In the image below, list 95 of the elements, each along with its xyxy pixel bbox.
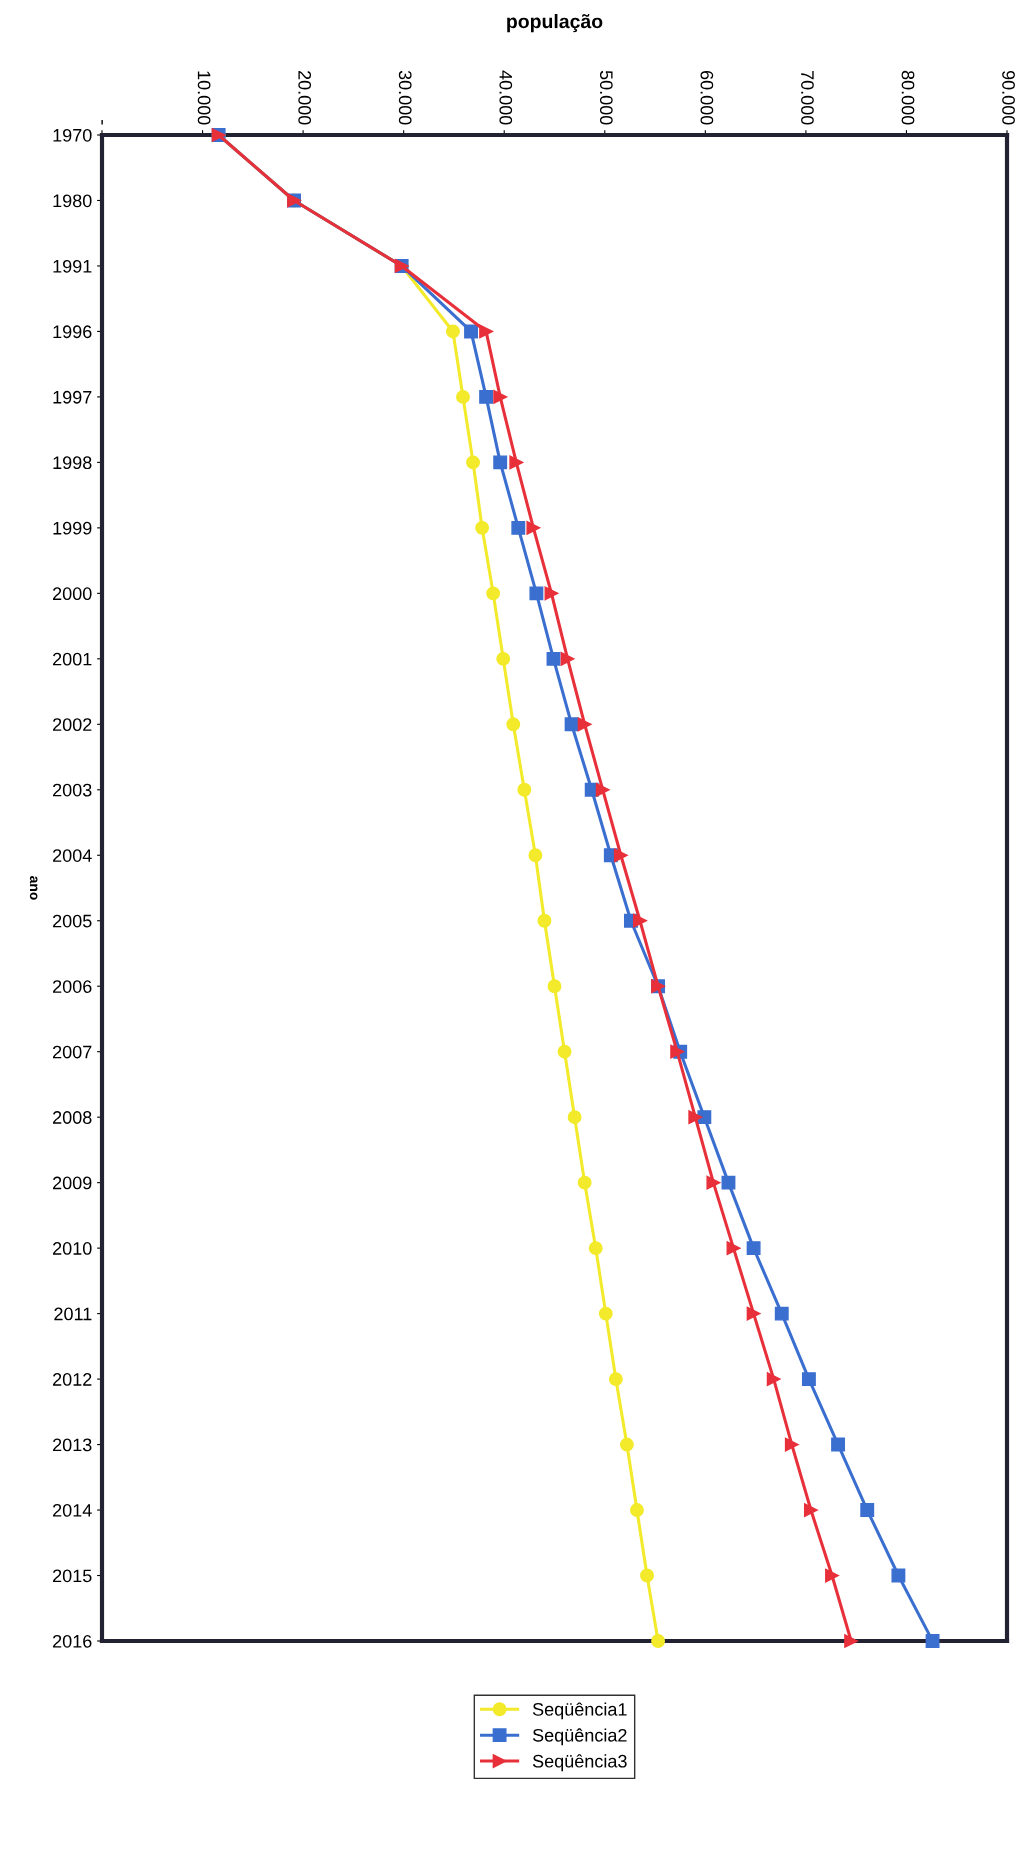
point (528, 848, 543, 863)
x-tick-label: 90.000 (1002, 70, 1015, 125)
point (547, 979, 562, 994)
point (688, 1110, 703, 1125)
x-tick-label: 60.000 (700, 70, 714, 125)
y-tick-label: 2015 (53, 1569, 92, 1583)
y-tick-label: 2000 (53, 587, 92, 601)
point (844, 1634, 859, 1648)
point (825, 1568, 839, 1583)
y-tick-label: 2007 (53, 1045, 92, 1059)
point (746, 1241, 761, 1256)
point (588, 1241, 603, 1256)
point (537, 913, 552, 928)
point (801, 1372, 816, 1387)
point (475, 520, 490, 535)
point (557, 1044, 572, 1059)
y-tick-label: 2003 (53, 783, 92, 797)
point (651, 1634, 666, 1648)
x-tick-label: 40.000 (499, 70, 513, 125)
point (456, 389, 470, 404)
point (706, 1175, 721, 1190)
point (891, 1568, 906, 1583)
point (608, 1372, 623, 1387)
point (721, 1175, 736, 1190)
y-tick-label: 1998 (53, 456, 92, 470)
x-tick-label: 20.000 (298, 70, 312, 125)
point (526, 520, 541, 535)
x-tick-label: 50.000 (599, 70, 613, 125)
y-tick-label: 1997 (53, 390, 92, 404)
point (598, 1306, 613, 1321)
point (506, 717, 521, 732)
y-tick-label: 1991 (53, 259, 92, 273)
x-tick-label: - (101, 120, 103, 125)
y-tick-label: 2009 (53, 1176, 92, 1190)
point (784, 1437, 799, 1452)
point (613, 848, 628, 863)
legend-label: Seqüência1 (532, 1702, 627, 1720)
point (925, 1634, 940, 1648)
point (509, 455, 524, 470)
point (464, 324, 478, 339)
point (633, 913, 647, 928)
point (746, 1306, 761, 1321)
legend-label: Seqüência3 (532, 1754, 627, 1772)
x-tick-label: 10.000 (197, 71, 211, 125)
y-tick-label: 1996 (53, 325, 92, 339)
point (479, 389, 494, 404)
point (774, 1306, 789, 1321)
point (544, 586, 559, 601)
y-tick-label: 2002 (53, 718, 92, 732)
y-tick-label: 2010 (53, 1242, 92, 1255)
y-axis-title: ano (29, 876, 38, 900)
point (803, 1503, 818, 1517)
y-tick-label: 2008 (53, 1111, 92, 1124)
point (860, 1503, 875, 1517)
y-tick-label: 1970 (53, 128, 92, 142)
point (466, 455, 480, 470)
point (619, 1437, 634, 1452)
point (567, 1110, 582, 1125)
point (479, 324, 494, 339)
point (496, 651, 511, 666)
y-tick-label: 2011 (54, 1307, 92, 1321)
point (517, 782, 532, 797)
point (493, 455, 508, 470)
y-tick-label: 2005 (53, 914, 92, 928)
point (630, 1503, 644, 1517)
point (486, 586, 501, 601)
x-tick-label: 70.000 (801, 70, 814, 125)
point (766, 1372, 781, 1387)
chart-title: população (507, 14, 603, 33)
point (595, 782, 610, 797)
point (640, 1568, 654, 1583)
y-tick-label: 2016 (53, 1634, 92, 1648)
x-tick-label: 30.000 (398, 70, 412, 125)
y-tick-label: 1980 (53, 194, 92, 208)
point (511, 520, 526, 535)
point (577, 717, 592, 732)
point (577, 1175, 592, 1190)
legend-label: Seqüência2 (532, 1728, 627, 1746)
y-tick-label: 2001 (53, 652, 92, 666)
y-tick-label: 2004 (53, 849, 92, 862)
point (564, 717, 579, 732)
point (493, 389, 508, 404)
point (529, 586, 544, 601)
point (831, 1437, 846, 1452)
y-tick-label: 2013 (53, 1438, 92, 1452)
y-tick-label: 2012 (53, 1373, 92, 1386)
point (697, 1110, 712, 1125)
point (560, 651, 575, 666)
y-tick-label: 2006 (53, 980, 92, 993)
point (726, 1241, 741, 1256)
point (445, 324, 460, 339)
y-tick-label: 1999 (53, 521, 92, 535)
x-tick-label: 80.000 (901, 70, 915, 125)
point (546, 651, 561, 666)
y-tick-label: 2014 (53, 1503, 92, 1517)
